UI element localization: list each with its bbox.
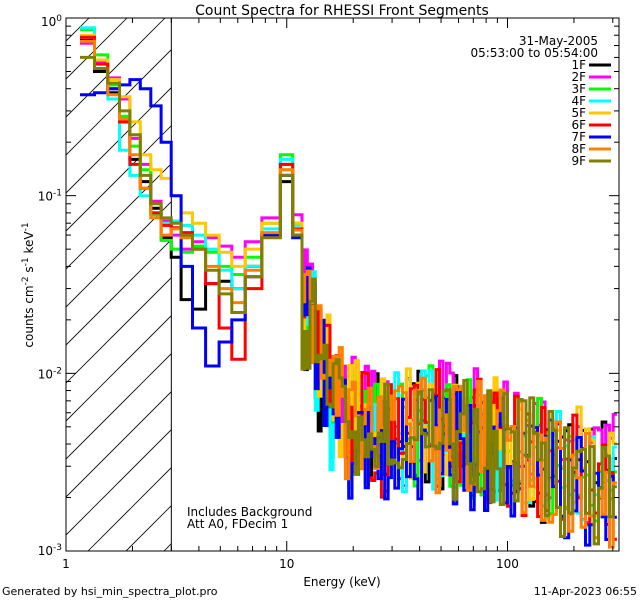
legend-label: 8F [571, 142, 586, 156]
svg-text:counts cm-2 s-1 keV-1: counts cm-2 s-1 keV-1 [21, 222, 36, 347]
hatch-line [66, 239, 172, 346]
series-line-9F [80, 55, 617, 546]
legend-label: 7F [571, 130, 586, 144]
legend-label: 1F [571, 58, 586, 72]
hatched-region [0, 0, 172, 551]
legend-label: 9F [571, 154, 586, 168]
time-range-label: 05:53:00 to 05:54:00 [471, 46, 598, 60]
legend-label: 6F [571, 118, 586, 132]
legend-label: 4F [571, 94, 586, 108]
legend-label: 5F [571, 106, 586, 120]
x-tick-label: 10 [279, 557, 294, 571]
plot-frame [65, 17, 620, 552]
hatch-line [66, 163, 172, 270]
hatch-line [66, 429, 172, 536]
y-axis-label: counts cm-2 s-1 keV-1 [21, 222, 36, 347]
hatch-line [66, 18, 90, 42]
x-tick-label: 1 [62, 557, 70, 571]
y-tick-label: 10-1 [38, 189, 62, 204]
footer-generated-by: Generated by hsi_min_spectra_plot.pro [2, 585, 218, 598]
hatch-line [66, 49, 172, 156]
hatch-line [66, 201, 172, 308]
hatch-line [0, 0, 2, 551]
legend-label: 3F [571, 82, 586, 96]
annotation-attenuator: Att A0, FDecim 1 [187, 517, 288, 531]
legend-label: 2F [571, 70, 586, 84]
chart-title: Count Spectra for RHESSI Front Segments [195, 3, 489, 19]
date-label: 31-May-2005 [519, 34, 598, 48]
footer-timestamp: 11-Apr-2023 06:55 [534, 585, 637, 598]
annotation-background: Includes Background [187, 505, 312, 519]
hatch-line [66, 353, 172, 460]
y-tick-label: 10-2 [38, 366, 62, 381]
hatch-line [66, 391, 172, 498]
hatch-line [66, 18, 166, 118]
x-axis-label: Energy (keV) [303, 575, 380, 589]
y-tick-label: 100 [41, 14, 62, 29]
y-tick-label: 10-3 [38, 543, 62, 558]
hatch-line [66, 87, 172, 194]
x-tick-label: 100 [496, 557, 519, 571]
